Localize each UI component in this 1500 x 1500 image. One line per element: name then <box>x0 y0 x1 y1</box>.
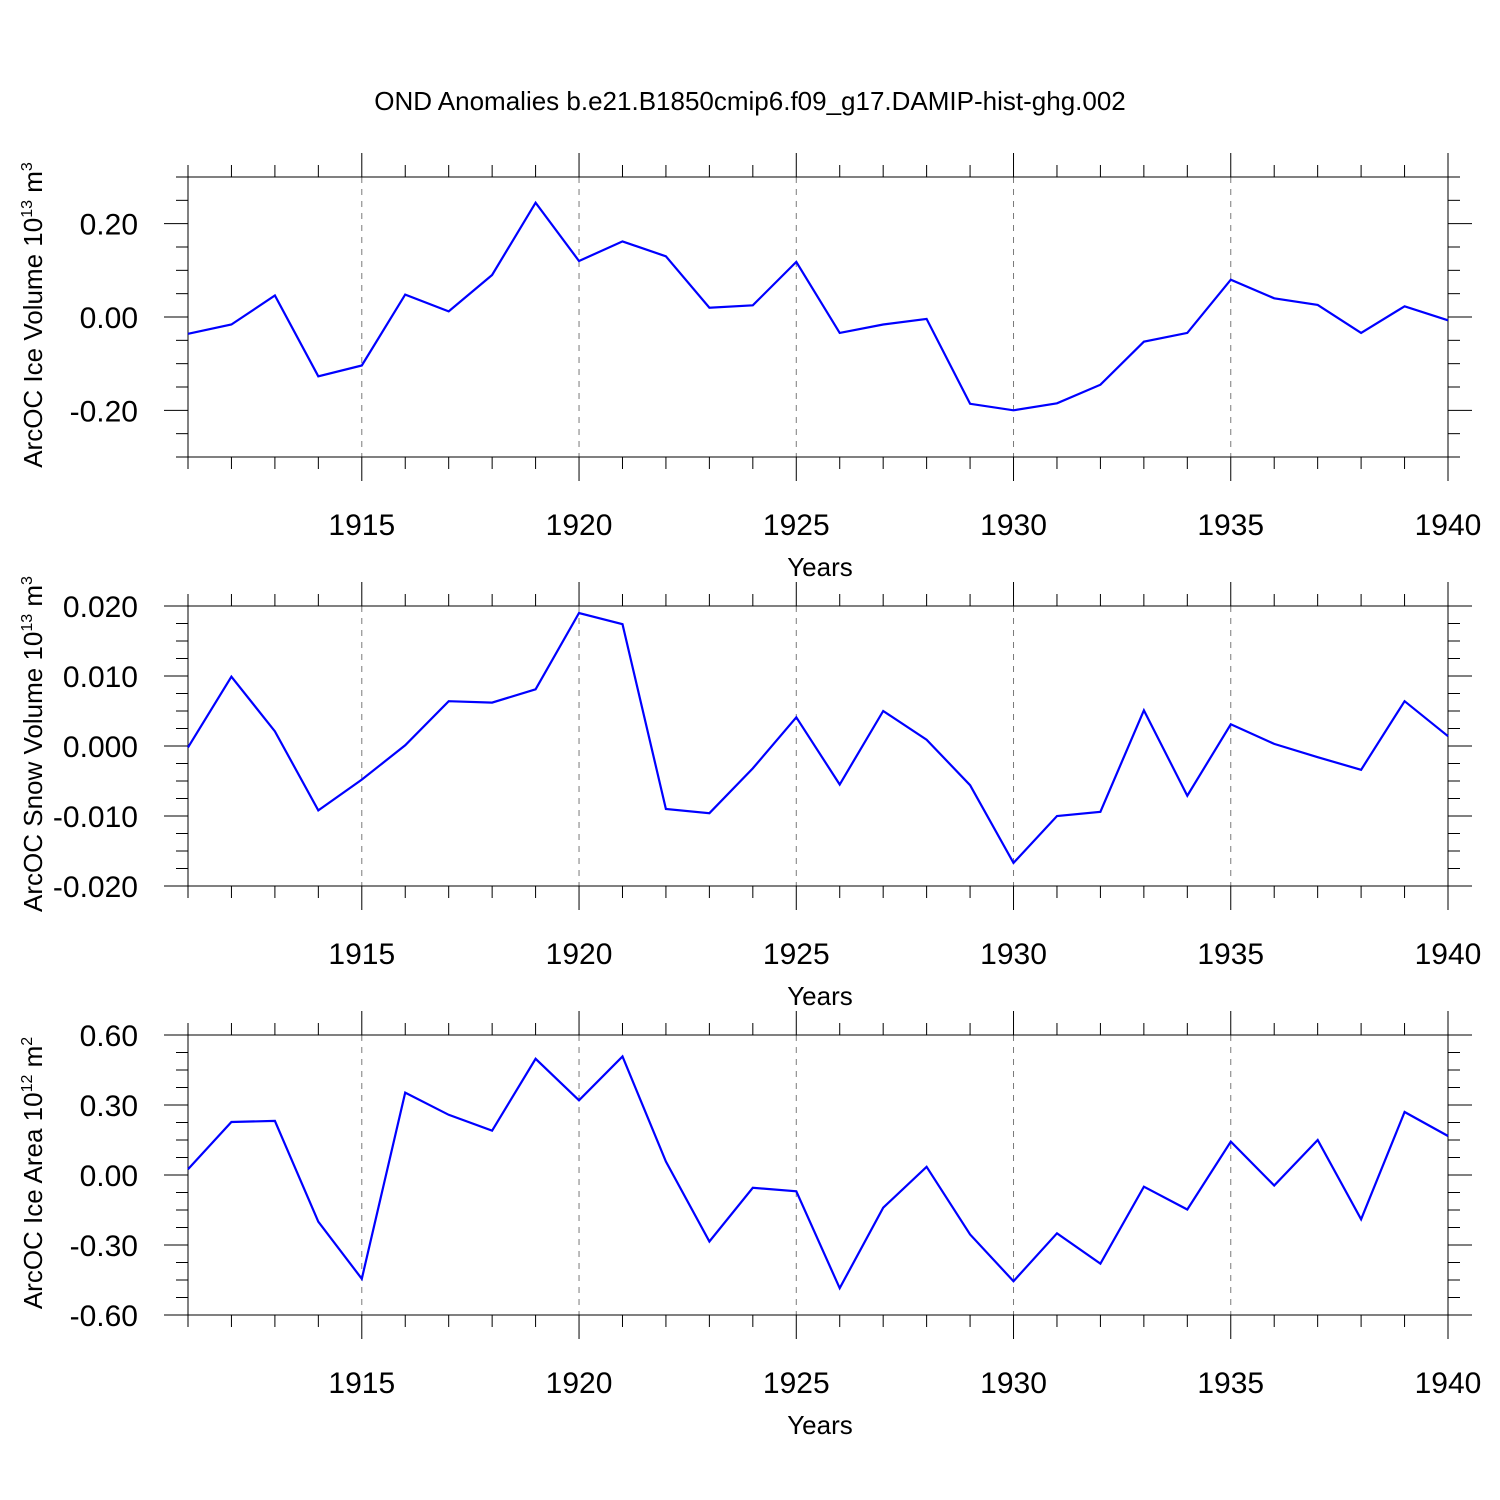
series-line <box>187 200 1449 412</box>
x-tick-label: 1930 <box>980 509 1047 542</box>
y-tick-label: -0.010 <box>53 801 138 834</box>
x-axis-label: Years <box>787 981 853 1011</box>
x-tick-label: 1920 <box>546 509 613 542</box>
x-tick-label: 1920 <box>546 938 613 971</box>
x-tick-label: 1930 <box>980 1367 1047 1400</box>
series-line <box>187 611 1449 865</box>
series-line <box>187 1054 1449 1291</box>
x-tick-label: 1935 <box>1197 509 1264 542</box>
panel-3: -0.60 -0.30 0.00 0.30 0.60 1915 1920 1925 1930 19… <box>18 1011 1481 1440</box>
x-tick-label: 1925 <box>763 1367 830 1400</box>
y-axis-label: ArcOC Ice Volume 1013 m3 <box>18 162 48 468</box>
x-tick-label: 1925 <box>763 938 830 971</box>
panel-1: -0.20 0.00 0.20 1915 1920 1925 1930 1935 1940 Yea… <box>18 153 1481 582</box>
figure-title: OND Anomalies b.e21.B1850cmip6.f09_g17.D… <box>374 86 1126 116</box>
x-tick-label: 1940 <box>1415 509 1482 542</box>
x-tick-label: 1915 <box>328 938 395 971</box>
x-tick-label: 1940 <box>1415 1367 1482 1400</box>
y-tick-label: 0.60 <box>80 1020 138 1053</box>
y-tick-label: 0.00 <box>80 1160 138 1193</box>
x-tick-label: 1925 <box>763 509 830 542</box>
y-tick-label: 0.010 <box>63 661 138 694</box>
panels-group: -0.20 0.00 0.20 1915 1920 1925 1930 1935 1940 Yea… <box>18 153 1481 1440</box>
y-axis-label: ArcOC Ice Area 1012 m2 <box>18 1037 48 1309</box>
x-tick-label: 1930 <box>980 938 1047 971</box>
x-tick-label: 1935 <box>1197 938 1264 971</box>
y-tick-label: -0.60 <box>70 1300 138 1333</box>
x-tick-label: 1940 <box>1415 938 1482 971</box>
x-tick-label: 1920 <box>546 1367 613 1400</box>
panel-2: -0.020 -0.010 0.000 0.010 0.020 1915 1920 1925 1… <box>18 576 1481 1011</box>
x-tick-label: 1935 <box>1197 1367 1264 1400</box>
y-tick-label: 0.020 <box>63 591 138 624</box>
y-tick-label: 0.000 <box>63 731 138 764</box>
y-tick-label: 0.20 <box>80 209 138 242</box>
y-tick-label: -0.30 <box>70 1230 138 1263</box>
y-tick-label: -0.20 <box>70 395 138 428</box>
x-tick-label: 1915 <box>328 509 395 542</box>
y-tick-label: -0.020 <box>53 871 138 904</box>
y-tick-label: 0.00 <box>80 302 138 335</box>
y-axis-label: ArcOC Snow Volume 1013 m3 <box>18 576 48 912</box>
x-axis-label: Years <box>787 1410 853 1440</box>
x-axis-label: Years <box>787 552 853 582</box>
x-tick-label: 1915 <box>328 1367 395 1400</box>
y-tick-label: 0.30 <box>80 1090 138 1123</box>
